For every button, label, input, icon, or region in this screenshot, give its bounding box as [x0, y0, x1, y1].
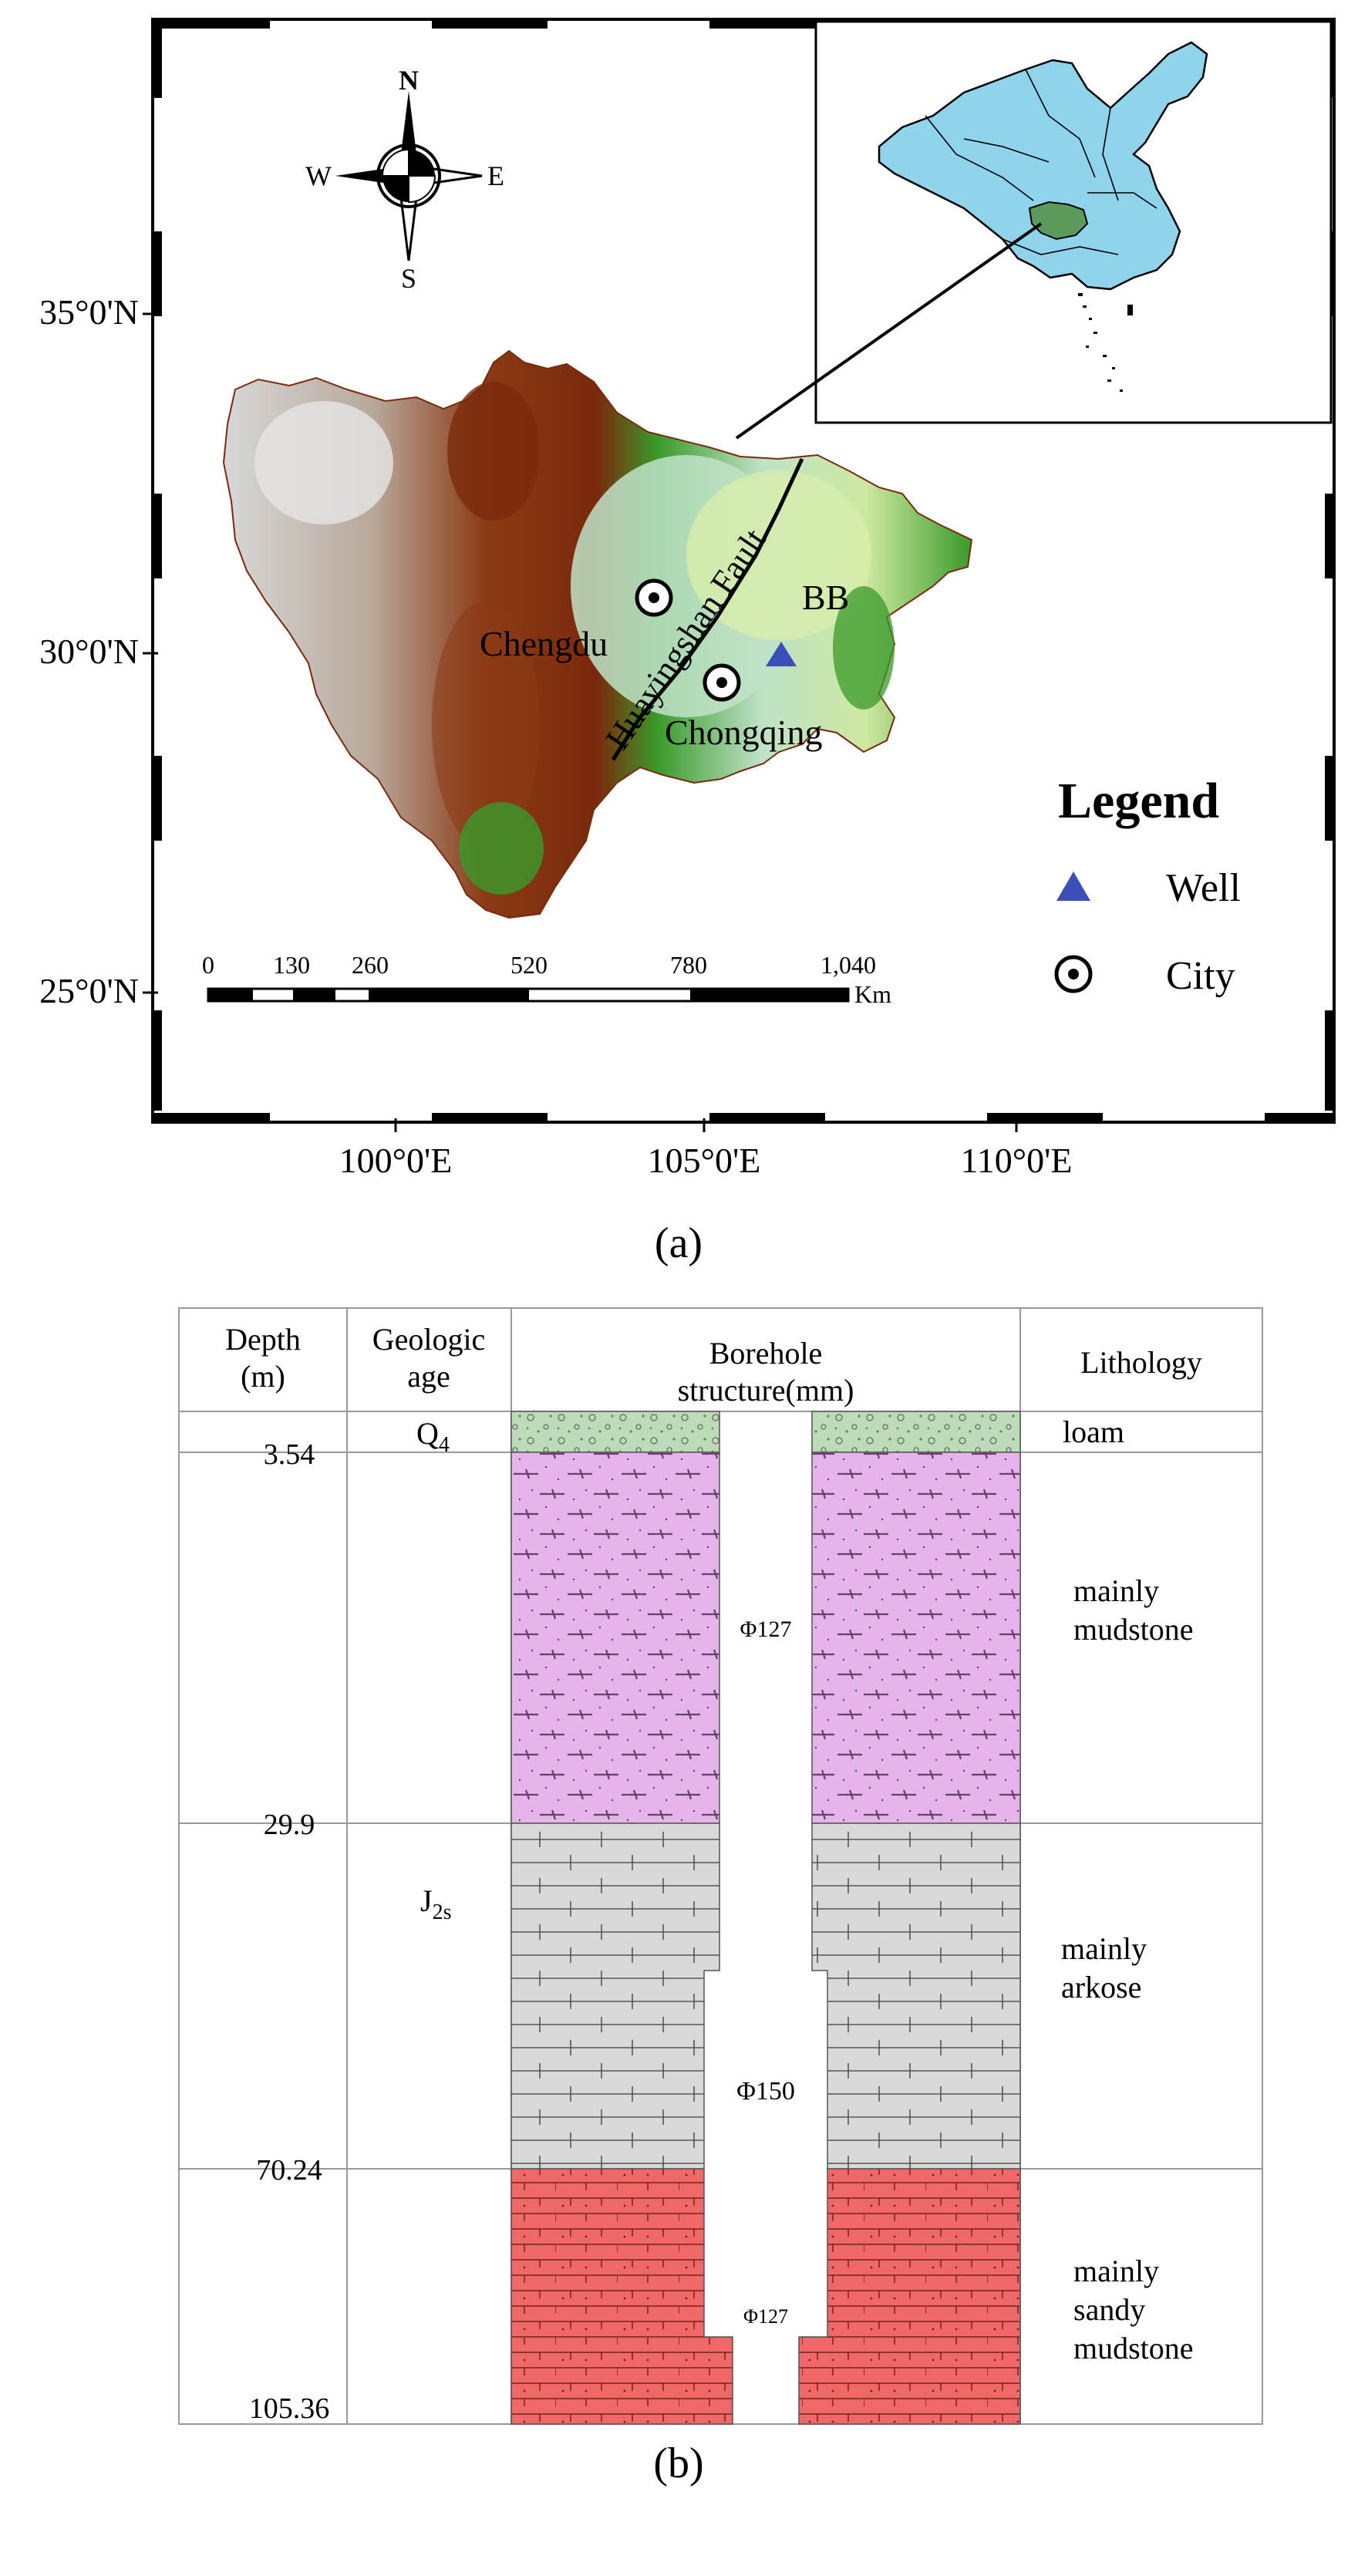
depth-label-2: 29.9 — [264, 1809, 315, 1841]
lat-label-30: 30°0'N — [39, 632, 139, 671]
lon-label-105: 105°0'E — [648, 1141, 761, 1180]
inset-leader-line — [735, 222, 1043, 440]
diameter-label-3: Φ127 — [743, 2305, 788, 2328]
well-marker — [766, 642, 797, 666]
depth-label-1: 3.54 — [264, 1438, 315, 1471]
diameter-label-2: Φ150 — [736, 2077, 795, 2106]
layer-arkose-right — [811, 1822, 1021, 2170]
lithology-mudstone-1: mainly — [1073, 1573, 1159, 1608]
lat-label-35: 35°0'N — [39, 292, 139, 332]
layer-arkose-left — [511, 1822, 720, 2170]
scale-tick-0: 0 — [202, 951, 214, 979]
inset-islands — [1078, 293, 1133, 392]
scale-unit: Km — [854, 980, 891, 1008]
lithology-sandy-2: sandy — [1073, 2292, 1145, 2327]
panel-b-borehole: Depth (m) Geologic age Borehole structur… — [178, 1307, 1263, 2487]
compass-rose: N S E W — [305, 65, 504, 294]
diameter-label-1: Φ127 — [740, 1617, 792, 1642]
compass-w: W — [305, 160, 332, 191]
inset-china-outline — [878, 41, 1208, 291]
legend-title: Legend — [1058, 773, 1219, 829]
lat-label-25: 25°0'N — [39, 971, 139, 1010]
scale-bar: 0 130 260 520 780 1,040 Km — [202, 951, 891, 1008]
scale-tick-520: 520 — [511, 951, 548, 979]
header-depth-1: Depth — [225, 1322, 301, 1357]
legend-well-label: Well — [1166, 866, 1241, 910]
well-label-bb: BB — [802, 578, 849, 617]
scale-tick-260: 260 — [352, 951, 389, 979]
layer-mudstone-left — [511, 1452, 720, 1824]
city-chongqing — [703, 663, 741, 702]
panel-a-map: 35°0'N 30°0'N 25°0'N 100°0'E 105°0'E 110… — [39, 18, 1336, 1267]
scale-tick-130: 130 — [273, 951, 310, 979]
header-depth-2: (m) — [241, 1359, 285, 1394]
layer-loam-right — [811, 1411, 1021, 1453]
age-q4: Q4 — [416, 1416, 450, 1457]
scale-tick-780: 780 — [670, 951, 707, 979]
legend-city-label: City — [1166, 954, 1235, 998]
legend: Legend Well City — [1054, 773, 1241, 998]
layer-sandy-mudstone-left — [511, 2168, 733, 2425]
scale-tick-1040: 1,040 — [821, 951, 876, 979]
huayingshan-fault — [611, 457, 804, 761]
inset-map — [814, 20, 1333, 424]
caption-b: (b) — [653, 2439, 703, 2487]
header-structure-2: structure(mm) — [678, 1373, 854, 1408]
lithology-loam: loam — [1063, 1414, 1124, 1449]
frame-ticks-left — [154, 21, 162, 1111]
lithology-mudstone-2: mudstone — [1073, 1612, 1194, 1647]
age-j2s: J2s — [420, 1883, 451, 1924]
compass-n: N — [399, 65, 419, 96]
caption-a: (a) — [655, 1219, 703, 1267]
city-chengdu — [635, 578, 673, 617]
lon-label-110: 110°0'E — [960, 1141, 1072, 1180]
lithology-arkose-1: mainly — [1061, 1931, 1147, 1966]
lithology-arkose-2: arkose — [1061, 1970, 1141, 2004]
frame-ticks-bottom — [154, 1113, 1333, 1121]
inset-provinces — [925, 69, 1158, 255]
header-age-2: age — [407, 1359, 450, 1394]
header-lithology: Lithology — [1080, 1345, 1202, 1380]
header-structure-1: Borehole — [709, 1336, 823, 1371]
legend-well-symbol — [1056, 872, 1090, 901]
city-label-chengdu: Chengdu — [480, 624, 608, 663]
depth-label-4: 105.36 — [249, 2392, 330, 2425]
layer-sandy-mudstone-right — [798, 2168, 1021, 2425]
lithology-sandy-3: mudstone — [1073, 2331, 1194, 2365]
compass-e: E — [487, 160, 504, 191]
lithology-sandy-1: mainly — [1073, 2254, 1159, 2288]
city-label-chongqing: Chongqing — [665, 713, 822, 752]
depth-label-3: 70.24 — [256, 2154, 322, 2187]
header-age-1: Geologic — [372, 1322, 486, 1357]
graticule-ticks — [143, 312, 1018, 1132]
layer-mudstone-right — [811, 1452, 1021, 1824]
layer-loam-left — [511, 1411, 720, 1453]
lon-label-100: 100°0'E — [339, 1141, 453, 1180]
legend-city-dot — [1068, 969, 1079, 979]
compass-s: S — [401, 263, 416, 294]
